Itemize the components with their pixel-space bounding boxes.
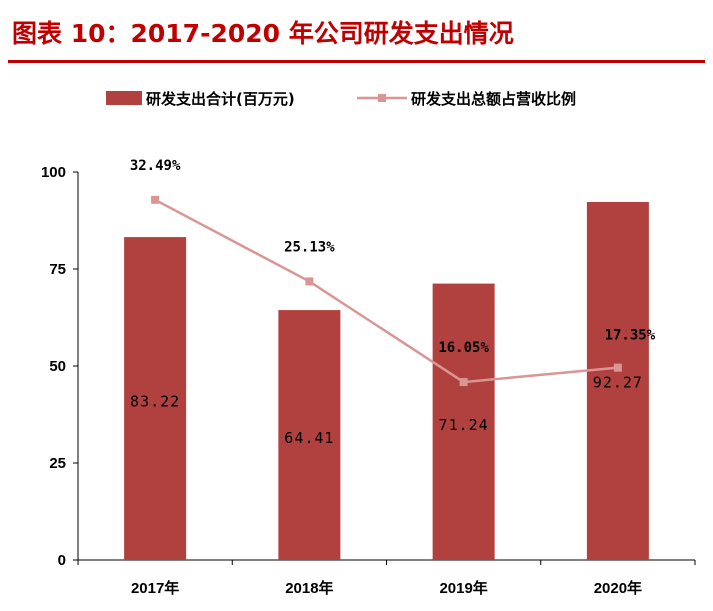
legend-line-label: 研发支出总额占营收比例 xyxy=(411,90,576,108)
line-point xyxy=(305,277,314,286)
figure-title: 图表 10：2017-2020 年公司研发支出情况 xyxy=(12,19,514,48)
legend: 研发支出合计(百万元) 研发支出总额占营收比例 xyxy=(106,90,576,108)
legend-line-marker xyxy=(378,94,386,102)
y-tick-label: 75 xyxy=(49,261,66,278)
y-tick-label: 100 xyxy=(41,164,66,181)
line-value-label: 32.49% xyxy=(130,158,181,174)
title-underline xyxy=(8,60,705,63)
legend-bar-label: 研发支出合计(百万元) xyxy=(146,90,295,108)
data-labels: 83.22 64.41 71.24 92.27 32.49% 25.13% 16.05% 17… xyxy=(130,158,656,447)
x-tick-label: 2020年 xyxy=(594,579,642,597)
ratio-line xyxy=(151,195,622,387)
bars xyxy=(124,201,649,561)
line-point xyxy=(613,363,622,372)
x-tick-label: 2018年 xyxy=(285,579,333,597)
bar xyxy=(278,310,341,560)
legend-bar-swatch xyxy=(106,91,142,105)
y-tick-label: 25 xyxy=(49,455,66,472)
line-value-label: 16.05% xyxy=(438,340,489,356)
bar-value-label: 83.22 xyxy=(130,393,180,411)
line-value-label: 25.13% xyxy=(284,239,335,255)
bar xyxy=(432,283,495,560)
bar-value-label: 92.27 xyxy=(593,374,643,392)
title-bar: 图表 10：2017-2020 年公司研发支出情况 xyxy=(0,0,713,63)
line-point xyxy=(151,195,160,204)
ratio-line-path xyxy=(154,198,618,384)
bar-value-label: 64.41 xyxy=(284,429,334,447)
y-tick-label: 50 xyxy=(49,358,66,375)
x-tick-label: 2017年 xyxy=(131,579,179,597)
bar-value-label: 71.24 xyxy=(439,416,489,434)
bar xyxy=(124,237,187,561)
bar xyxy=(586,201,649,560)
line-point xyxy=(459,378,468,387)
y-tick-label: 0 xyxy=(58,552,66,569)
line-value-label: 17.35% xyxy=(605,328,656,344)
x-tick-label: 2019年 xyxy=(439,579,487,597)
